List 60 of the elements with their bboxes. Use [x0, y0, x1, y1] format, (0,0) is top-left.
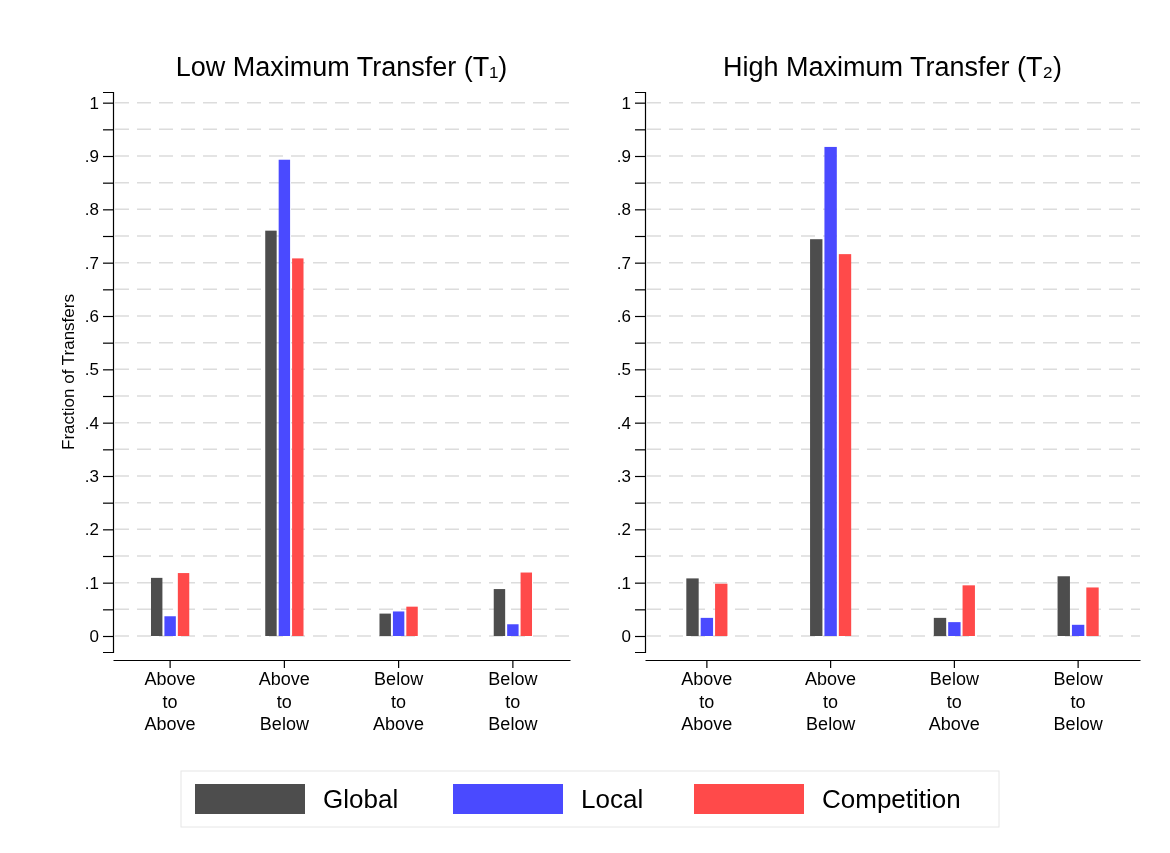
y-tick-label: 0 [89, 626, 99, 646]
y-tick-label: .5 [616, 360, 631, 380]
x-tick-label: Below to Below [488, 669, 539, 734]
bar [392, 611, 405, 636]
y-tick-label: .1 [84, 573, 99, 593]
y-tick-label: .7 [616, 253, 631, 273]
y-tick-label: .9 [616, 146, 631, 166]
chart-title: High Maximum Transfer (T₂) [722, 52, 1063, 82]
x-tick-label: Below to Above [928, 669, 980, 734]
y-tick-label: .6 [616, 306, 631, 326]
bar [150, 577, 163, 636]
legend-label: Competition [822, 784, 961, 814]
y-tick-label: .9 [84, 146, 99, 166]
bar [177, 573, 190, 636]
bar [493, 589, 506, 636]
x-tick-label: Above to Below [258, 669, 310, 734]
y-tick-label: 1 [621, 93, 631, 113]
y-axis-title: Fraction of Transfers [59, 294, 78, 450]
y-tick-label: 1 [89, 93, 99, 113]
x-tick-label: Above to Above [144, 669, 196, 734]
bar [164, 616, 176, 636]
bar [379, 613, 391, 636]
bar [933, 617, 947, 636]
y-tick-label: .5 [84, 360, 99, 380]
y-tick-label: .6 [84, 306, 99, 326]
x-tick-label: Above to Below [805, 669, 857, 734]
y-tick-label: .3 [84, 466, 99, 486]
chart-title: Low Maximum Transfer (T₁) [175, 52, 508, 82]
bar [700, 617, 714, 636]
bar [810, 239, 823, 636]
bar [838, 254, 852, 636]
bar [948, 622, 961, 636]
y-tick-label: .7 [84, 253, 99, 273]
bar [715, 583, 728, 636]
bar [520, 572, 533, 636]
bar [1086, 587, 1099, 636]
x-tick-label: Below to Above [373, 669, 425, 734]
bar [824, 146, 837, 636]
bar [265, 230, 277, 636]
y-tick-label: .2 [616, 520, 631, 540]
bar [406, 606, 418, 636]
y-tick-label: .3 [616, 466, 631, 486]
bar [686, 578, 699, 636]
x-tick-label: Below to Below [1053, 669, 1104, 734]
legend-label: Local [581, 784, 644, 814]
bar [962, 585, 975, 636]
y-tick-label: .4 [616, 413, 631, 433]
bar [507, 624, 519, 636]
y-tick-label: 0 [621, 626, 631, 646]
x-tick-label: Above to Above [681, 669, 733, 734]
y-tick-label: .8 [616, 200, 631, 220]
y-tick-label: .8 [84, 200, 99, 220]
y-tick-label: .2 [84, 520, 99, 540]
legend-label: Global [323, 784, 399, 814]
bar [1071, 624, 1085, 636]
y-tick-label: .4 [84, 413, 99, 433]
bar [292, 258, 304, 636]
bar [278, 159, 291, 636]
y-tick-label: .1 [616, 573, 631, 593]
bar [1057, 576, 1070, 636]
